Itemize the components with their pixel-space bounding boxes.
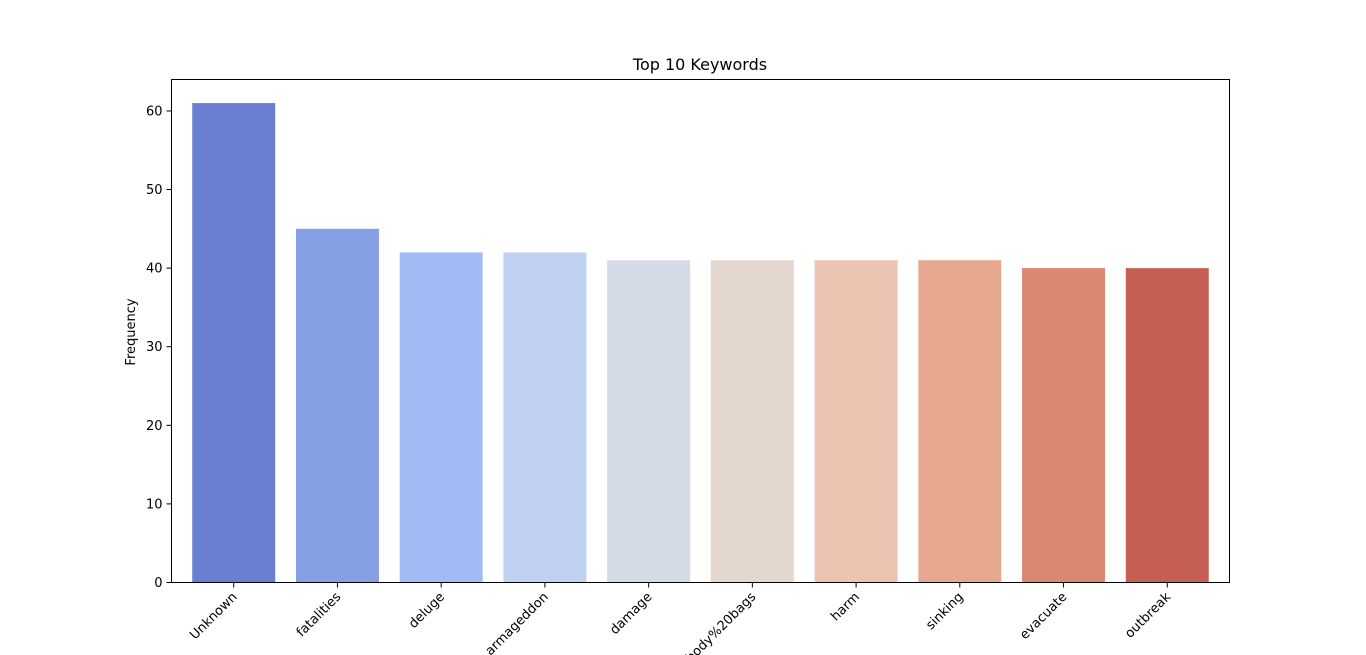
x-tick-label-9: outbreak — [1122, 589, 1174, 641]
x-axis: Unknown fatalities deluge armageddon damage b… — [187, 582, 1174, 655]
y-tick-label-4: 40 — [146, 262, 163, 277]
x-tick-label-5: body%20bags — [683, 590, 759, 655]
bar-6 — [814, 260, 898, 583]
x-tick-label-2: deluge — [406, 590, 448, 632]
bar-5 — [710, 260, 794, 583]
bar-1 — [295, 228, 379, 583]
x-tick-label-4: damage — [607, 590, 655, 638]
x-tick-label-1: fatalities — [294, 590, 345, 641]
y-tick-label-2: 20 — [146, 419, 163, 434]
y-axis: 0 10 20 30 40 50 60 — [146, 104, 172, 591]
y-axis-label: Frequency — [124, 298, 139, 365]
y-tick-label-5: 50 — [146, 183, 163, 198]
bar-9 — [1125, 268, 1209, 583]
x-tick-label-7: sinking — [923, 590, 966, 633]
bar-0 — [192, 103, 276, 583]
chart-title: Top 10 Keywords — [632, 55, 767, 74]
x-tick-label-8: evacuate — [1017, 590, 1070, 643]
x-tick-label-3: armageddon — [483, 590, 552, 655]
plot-frame — [171, 79, 1230, 583]
x-tick-label-6: harm — [828, 590, 863, 625]
y-tick-label-6: 60 — [146, 104, 163, 119]
bar-2 — [399, 252, 483, 583]
bars-group — [192, 103, 1209, 583]
x-tick-label-0: Unknown — [187, 590, 240, 643]
bar-8 — [1022, 268, 1106, 583]
bar-3 — [503, 252, 587, 583]
y-tick-label-0: 0 — [154, 576, 162, 591]
y-tick-label-3: 30 — [146, 340, 163, 355]
bar-7 — [918, 260, 1002, 583]
bar-4 — [607, 260, 691, 583]
y-tick-label-1: 10 — [146, 497, 163, 512]
